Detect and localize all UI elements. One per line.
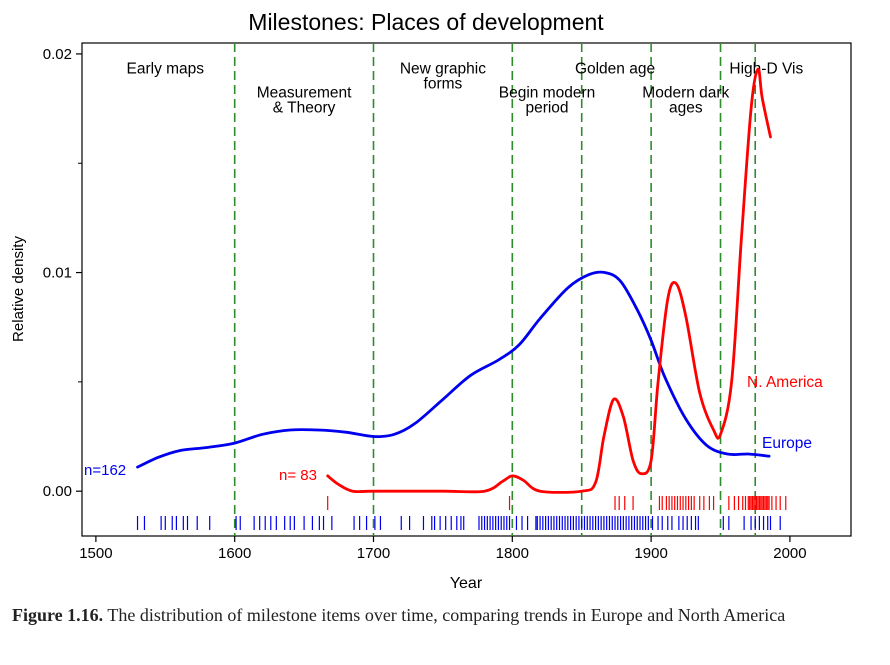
series-label-n-america: N. America [747, 374, 823, 391]
figure-caption: Figure 1.16. The distribution of milesto… [12, 601, 872, 629]
period-label: Golden age [575, 61, 655, 78]
caption-label: Figure 1.16. [12, 605, 104, 625]
series-labels: Europe N. America n=162 n= 83 [84, 374, 823, 484]
series-n-europe: n=162 [84, 462, 126, 479]
period-label: Early maps [127, 61, 205, 78]
period-label-line: ages [669, 100, 703, 117]
caption-text: The distribution of milestone items over… [103, 605, 786, 625]
period-label-line: Measurement [257, 85, 352, 102]
period-label: Measurement & Theory [257, 85, 352, 117]
period-label-line: Modern dark [642, 85, 729, 102]
y-axis: 0.00 0.01 0.02 [43, 46, 82, 500]
y-tick-label: 0.01 [43, 265, 72, 282]
y-tick-label: 0.02 [43, 46, 72, 63]
x-axis-label: Year [450, 575, 483, 592]
x-tick-label: 1800 [496, 545, 529, 562]
x-tick-label: 1600 [218, 545, 251, 562]
period-label-line: period [525, 100, 568, 117]
plot-frame [81, 42, 852, 537]
y-tick-label: 0.00 [43, 483, 72, 500]
period-label: New graphic forms [400, 61, 486, 93]
series-line-n-america [326, 67, 772, 494]
period-labels: Early maps Measurement & Theory New graphic… [127, 61, 804, 117]
period-label: Begin modern period [499, 85, 596, 117]
x-tick-label: 1500 [79, 545, 112, 562]
series-n-n-america: n= 83 [279, 467, 317, 484]
x-tick-label: 2000 [773, 545, 806, 562]
x-axis: 1500 1600 1700 1800 1900 2000 [79, 536, 807, 562]
x-tick-label: 1900 [634, 545, 667, 562]
chart-title: Milestones: Places of development [248, 9, 604, 35]
period-boundary-lines [233, 43, 757, 536]
period-label-line: High-D Vis [729, 61, 803, 78]
x-tick-label: 1700 [357, 545, 390, 562]
series-line-europe [136, 270, 771, 469]
period-label-line: Begin modern [499, 85, 596, 102]
density-curves [136, 67, 772, 494]
period-label-line: Golden age [575, 61, 655, 78]
series-label-europe: Europe [762, 435, 812, 452]
period-label-line: New graphic [400, 61, 486, 78]
period-label-line: Early maps [127, 61, 205, 78]
rug-marks [136, 496, 787, 530]
milestones-chart: Milestones: Places of development Early … [10, 9, 852, 592]
period-label-line: forms [424, 76, 463, 93]
period-label: Modern dark ages [642, 85, 729, 117]
period-label: High-D Vis [729, 61, 803, 78]
period-label-line: & Theory [273, 100, 336, 117]
y-axis-label: Relative density [10, 236, 27, 342]
